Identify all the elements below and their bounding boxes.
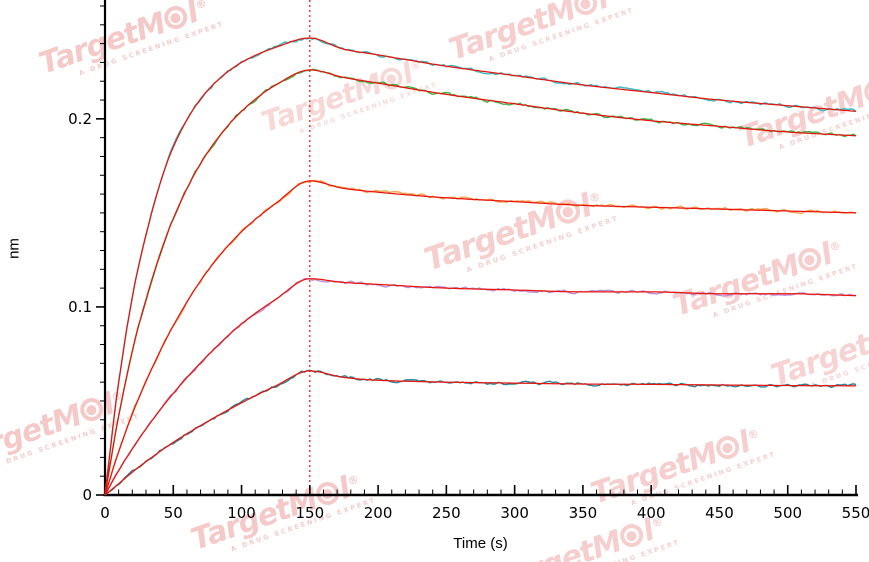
fit-line-trace-5 — [104, 370, 856, 496]
series-trace-2 — [104, 68, 857, 496]
series-trace-4 — [104, 277, 856, 496]
series-trace-5 — [104, 369, 857, 496]
x-tick-label: 300 — [500, 504, 529, 522]
fit-line-trace-2 — [104, 69, 857, 496]
fit-line-trace-1 — [104, 37, 857, 496]
x-tick-label: 400 — [637, 504, 666, 522]
x-tick-label: 100 — [227, 504, 256, 522]
y-tick-label: 0 — [82, 486, 92, 504]
x-tick-label: 200 — [364, 504, 393, 522]
series-trace-1 — [104, 37, 857, 496]
y-tick-label: 0.2 — [68, 110, 92, 128]
x-tick-label: 50 — [164, 504, 183, 522]
fit-line-trace-4 — [104, 278, 856, 496]
fit-line-trace-3 — [104, 180, 857, 496]
y-axis-title: nm — [5, 238, 23, 259]
y-tick-label: 0.1 — [68, 298, 92, 316]
x-tick-label: 150 — [295, 504, 324, 522]
x-tick-label: 450 — [705, 504, 734, 522]
series-trace-3 — [104, 179, 857, 496]
x-tick-label: 550 — [842, 504, 869, 522]
x-tick-label: 500 — [773, 504, 802, 522]
x-tick-label: 350 — [569, 504, 598, 522]
x-tick-label: 250 — [432, 504, 461, 522]
x-tick-label: 0 — [100, 504, 110, 522]
x-axis-title: Time (s) — [453, 535, 508, 552]
